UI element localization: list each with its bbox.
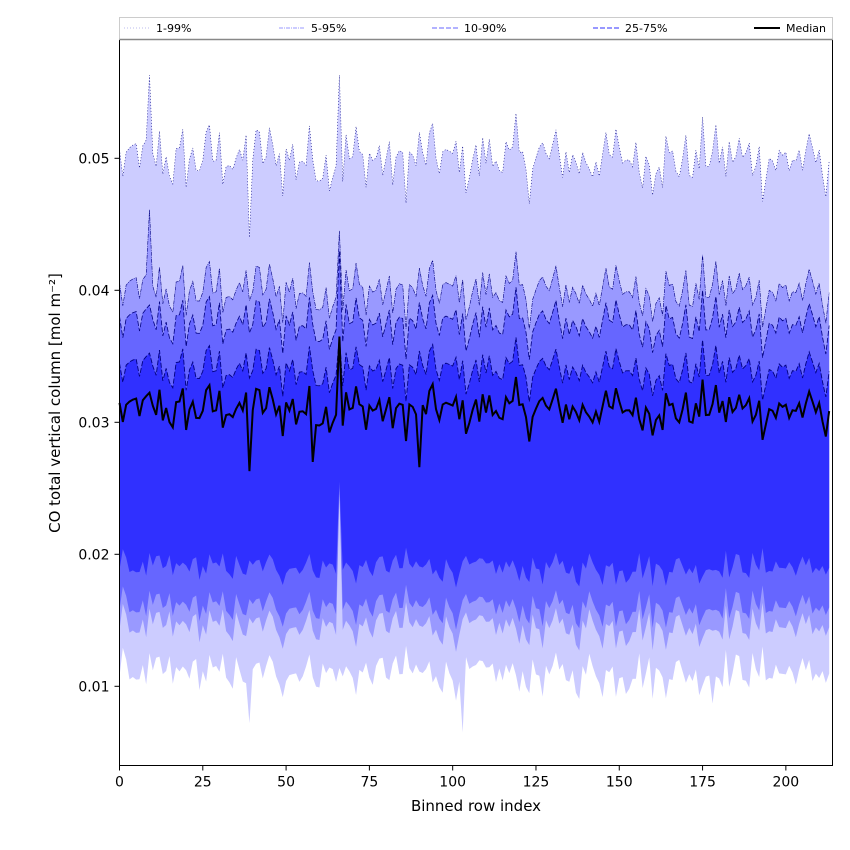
x-tick-label: 0 xyxy=(115,775,124,791)
band-upper-line-5-95% xyxy=(119,209,830,330)
x-tick-label: 100 xyxy=(439,775,466,791)
y-tick-label: 0.02 xyxy=(78,547,109,563)
x-tick-label: 25 xyxy=(194,775,212,791)
x-tick-label: 50 xyxy=(277,775,295,791)
band-upper-line-1-99% xyxy=(119,75,830,238)
x-tick-label: 175 xyxy=(689,775,716,791)
band-lines xyxy=(118,75,831,472)
band-area-25-75% xyxy=(119,336,830,588)
median-line xyxy=(118,336,831,472)
y-tick-label: 0.01 xyxy=(78,679,109,695)
legend-label-5-95%: 5-95% xyxy=(311,22,346,35)
y-axis-label: CO total vertical column [mol m⁻²] xyxy=(46,273,64,533)
x-tick-label: 200 xyxy=(772,775,799,791)
x-axis-label: Binned row index xyxy=(411,797,541,815)
legend-label-25-75%: 25-75% xyxy=(625,22,667,35)
x-axis: 0 25 50 75 100 125 150 175 200 xyxy=(115,765,799,791)
band-upper-line-10-90% xyxy=(119,250,830,360)
legend-label-1-99%: 1-99% xyxy=(156,22,191,35)
legend-label-10-90%: 10-90% xyxy=(464,22,506,35)
x-tick-label: 150 xyxy=(606,775,633,791)
x-tick-label: 125 xyxy=(523,775,550,791)
band-upper-line-25-75% xyxy=(119,336,830,402)
y-tick-label: 0.03 xyxy=(78,415,109,431)
x-tick-label: 75 xyxy=(360,775,378,791)
y-tick-label: 0.05 xyxy=(78,151,109,167)
y-tick-label: 0.04 xyxy=(78,283,109,299)
legend: 1-99% 5-95% 10-90% 25-75% Median xyxy=(119,17,833,41)
legend-label-Median: Median xyxy=(786,22,826,35)
y-axis: 0.01 0.02 0.03 0.04 0.05 xyxy=(78,151,120,695)
